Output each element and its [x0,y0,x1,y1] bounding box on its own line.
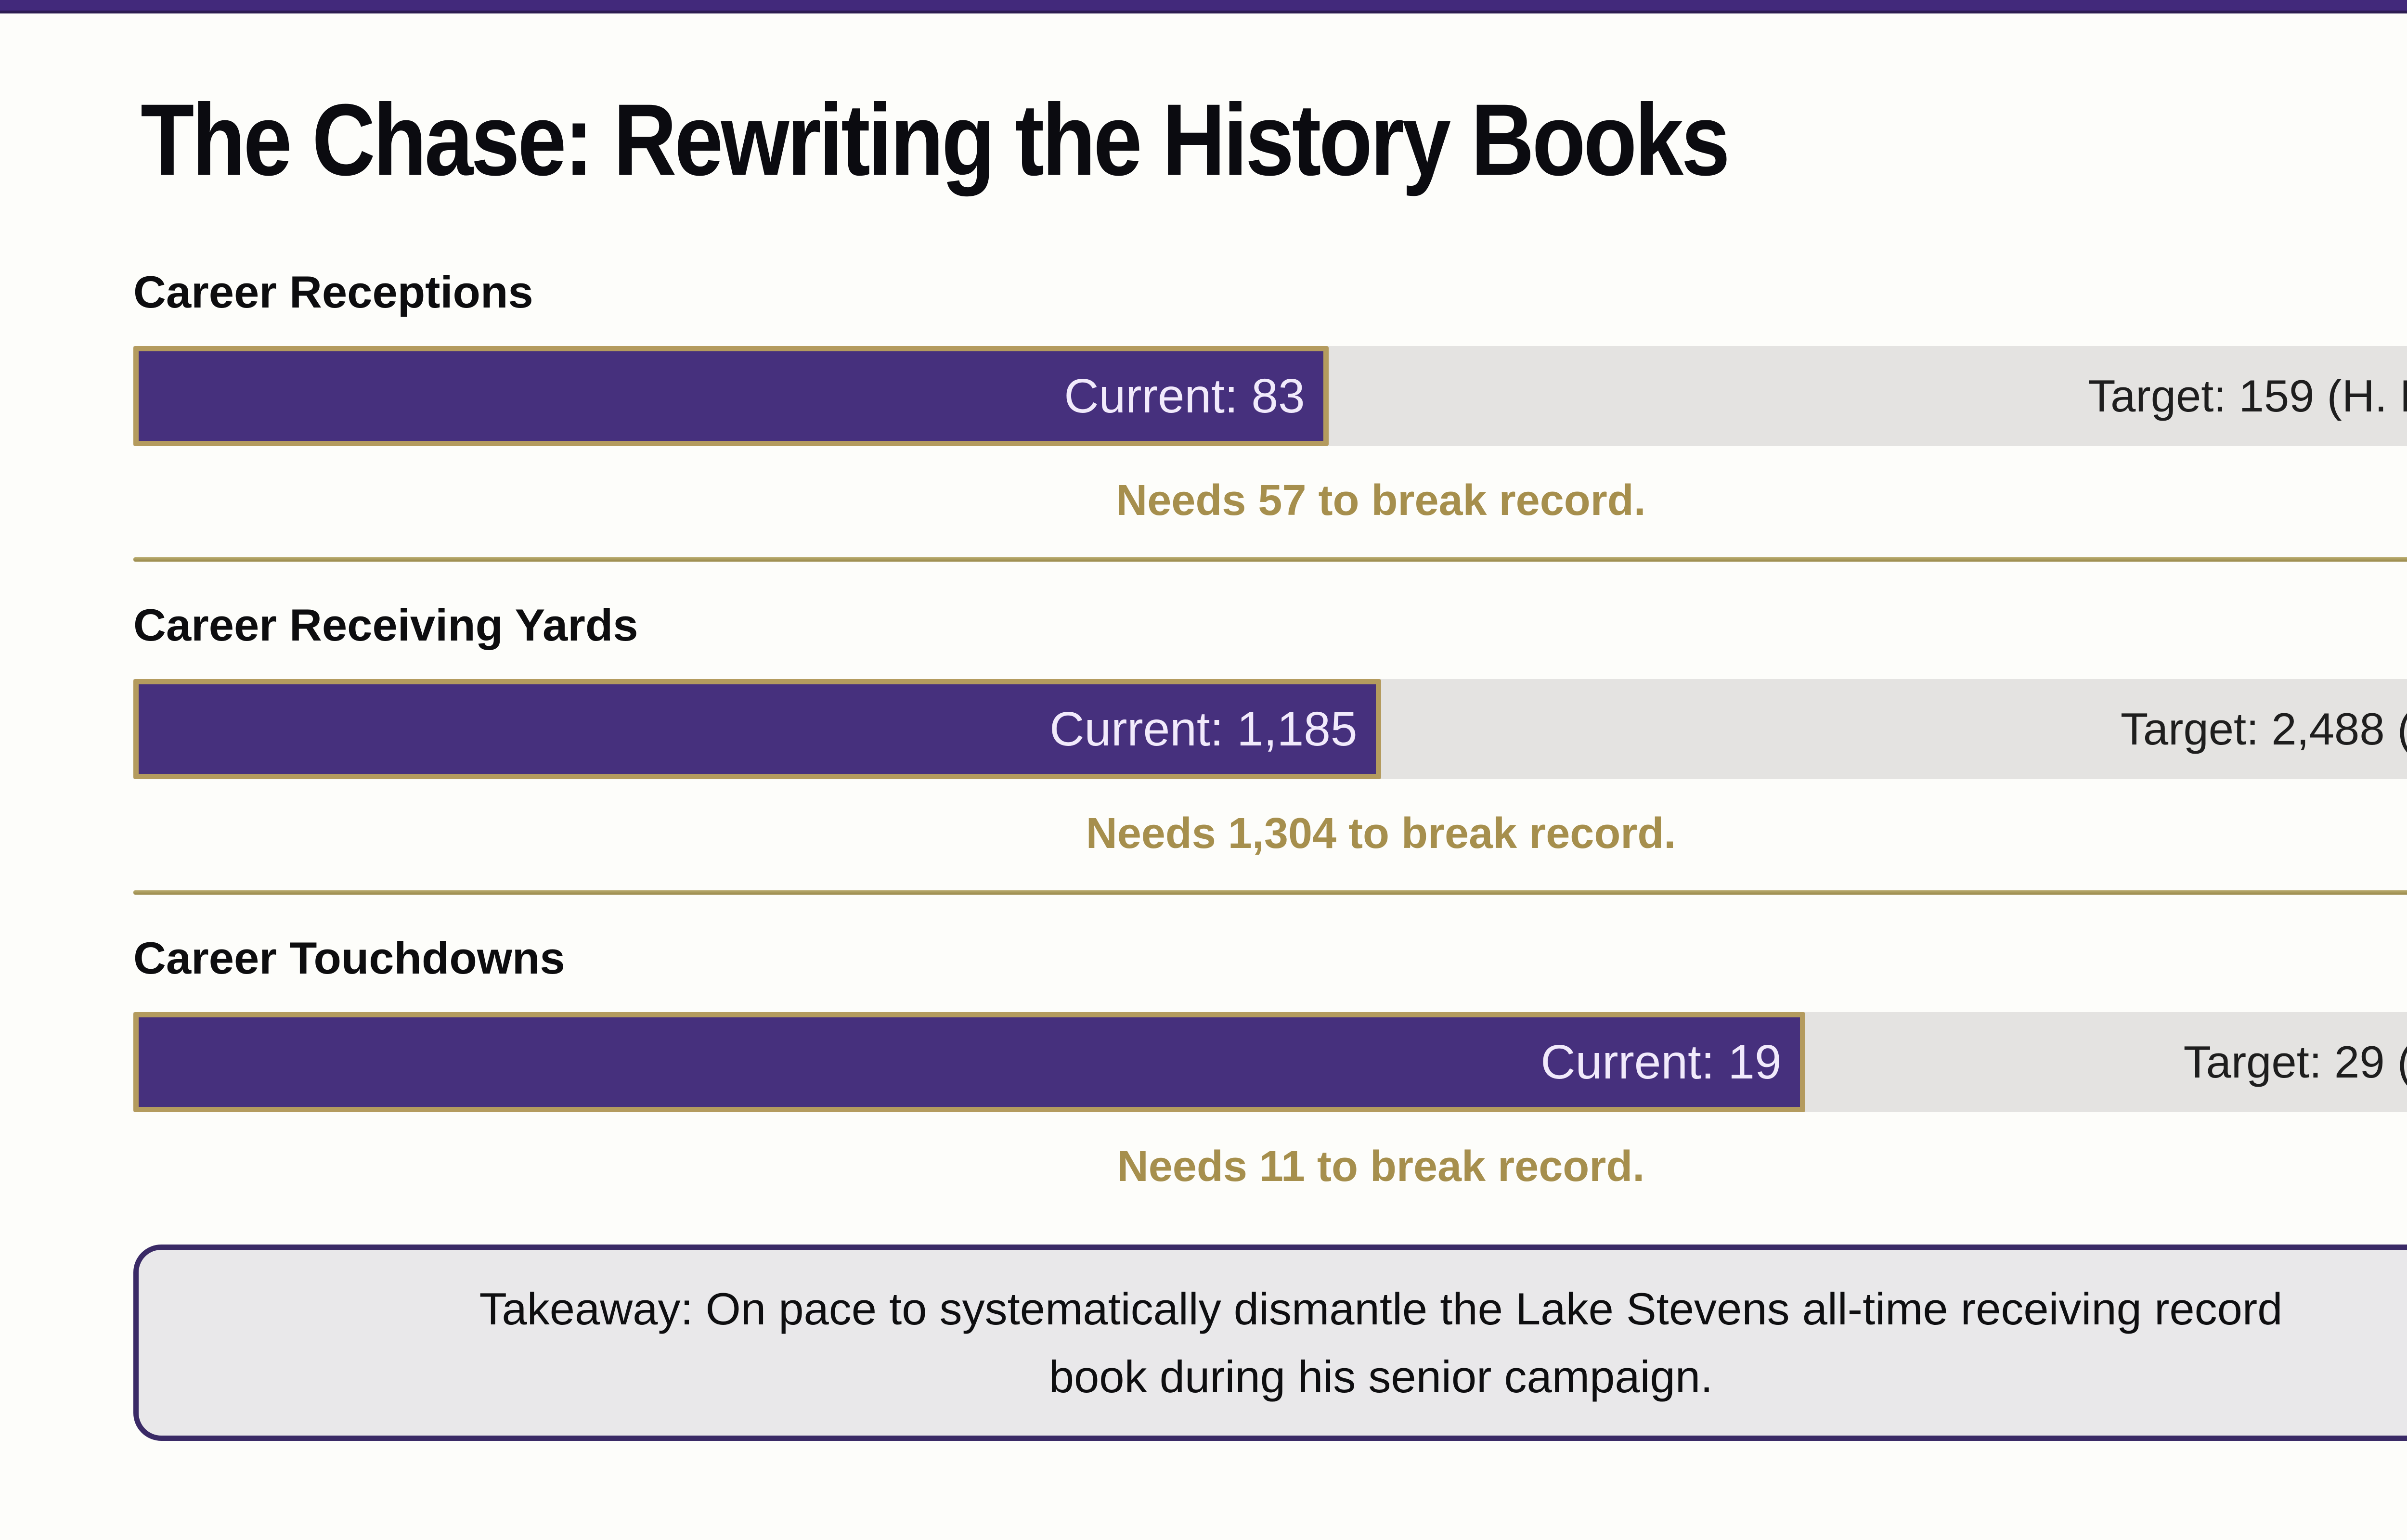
progress-bar: Current: 83 Target: 159 (H. Eckstrom) [133,346,2407,446]
current-value-label: Current: 19 [1540,1035,1782,1089]
stat-label: Career Receptions [133,267,533,317]
progress-fill: Current: 1,185 [133,679,1381,779]
progress-fill: Current: 19 [133,1012,1805,1112]
target-value-label: Target: 159 (H. Eckstrom) [2088,371,2407,421]
stat-row-touchdowns: Career Touchdowns Current: 19 Target: 29… [133,932,2407,1192]
needs-caption: Needs 57 to break record. [1116,476,1646,525]
target-value-label: Target: 2,488 (R. Krenz) [2120,704,2407,754]
current-value-label: Current: 83 [1064,369,1305,423]
progress-track: Current: 1,185 Target: 2,488 (R. Krenz) [133,679,2407,779]
target-value-label: Target: 29 (R. Krenz) [2183,1037,2407,1087]
needs-caption: Needs 1,304 to break record. [1086,809,1676,858]
takeaway-box: Takeaway: On pace to systematically dism… [133,1245,2407,1441]
progress-track: Current: 19 Target: 29 (R. Krenz) [133,1012,2407,1112]
progress-bar: Current: 19 Target: 29 (R. Krenz) [133,1012,2407,1112]
top-accent-bar [0,0,2407,13]
stat-row-receptions: Career Receptions Current: 83 Target: 15… [133,266,2407,526]
progress-track: Current: 83 Target: 159 (H. Eckstrom) [133,346,2407,446]
stat-label: Career Receiving Yards [133,600,638,650]
current-value-label: Current: 1,185 [1049,702,1358,756]
section-divider [133,890,2407,895]
needs-caption: Needs 11 to break record. [1117,1142,1645,1191]
page-title: The Chase: Rewriting the History Books [141,83,1730,197]
section-divider [133,557,2407,562]
progress-fill: Current: 83 [133,346,1329,446]
stats-section: Career Receptions Current: 83 Target: 15… [133,266,2407,1192]
takeaway-text: Takeaway: On pace to systematically dism… [479,1283,2283,1402]
stat-label: Career Touchdowns [133,933,565,983]
stat-row-receiving-yards: Career Receiving Yards Current: 1,185 Ta… [133,599,2407,859]
progress-bar: Current: 1,185 Target: 2,488 (R. Krenz) [133,679,2407,779]
